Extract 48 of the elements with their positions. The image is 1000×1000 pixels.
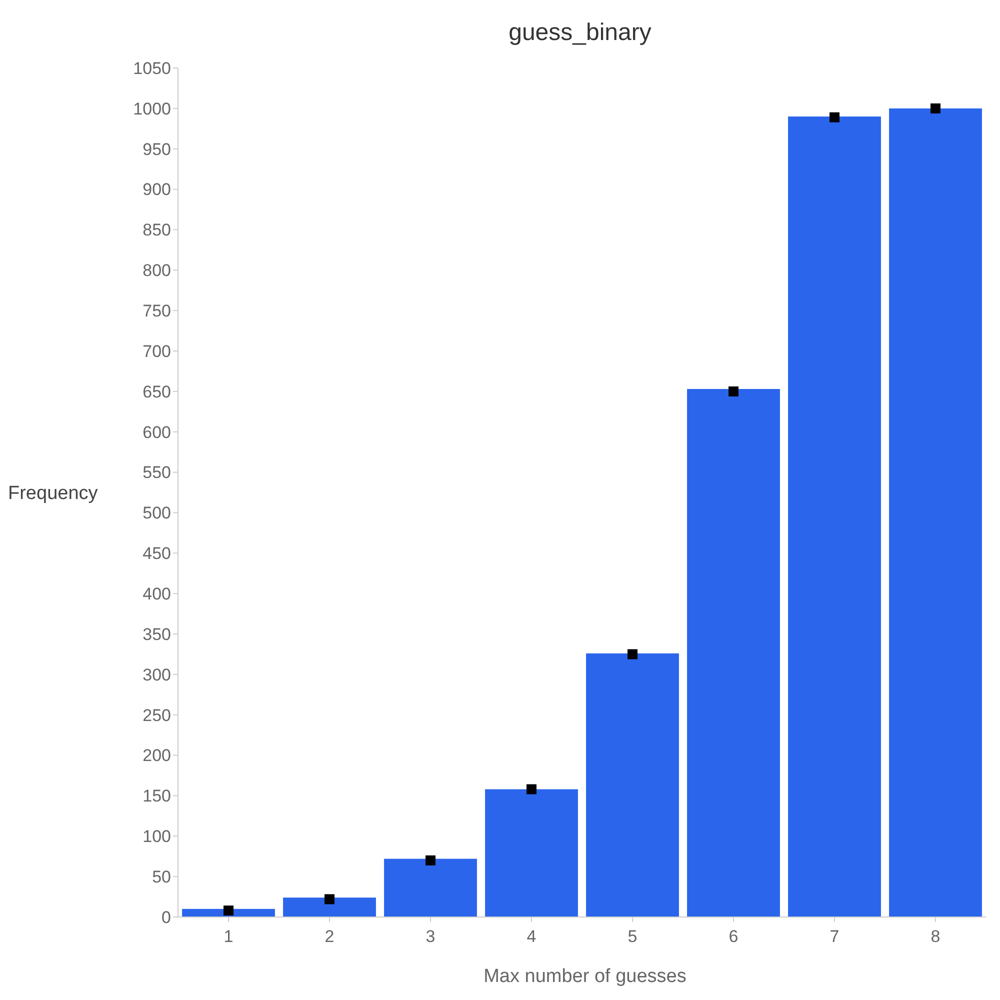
bar bbox=[485, 789, 578, 917]
x-tick-label: 1 bbox=[224, 927, 234, 946]
x-tick-label: 2 bbox=[324, 927, 334, 946]
x-axis-title: Max number of guesses bbox=[484, 966, 686, 987]
y-tick-label: 100 bbox=[142, 827, 171, 846]
point bbox=[728, 386, 738, 396]
y-tick-label: 0 bbox=[162, 908, 171, 927]
y-tick-label: 700 bbox=[142, 342, 171, 361]
y-tick-label: 900 bbox=[142, 180, 171, 200]
x-tick-label: 5 bbox=[628, 927, 638, 946]
point bbox=[930, 103, 940, 114]
bar bbox=[283, 898, 376, 917]
y-tick-label: 200 bbox=[142, 746, 171, 766]
point bbox=[526, 784, 536, 794]
x-tick-label: 7 bbox=[830, 927, 840, 946]
y-tick-label: 500 bbox=[142, 504, 171, 523]
bar bbox=[586, 653, 679, 917]
y-tick-label: 1000 bbox=[133, 99, 171, 118]
y-tick-label: 450 bbox=[142, 544, 171, 564]
y-tick-label: 350 bbox=[142, 624, 171, 644]
y-tick-label: 850 bbox=[142, 220, 171, 240]
y-tick-label: 50 bbox=[152, 868, 171, 887]
x-tick-label: 3 bbox=[426, 927, 436, 946]
y-tick-label: 550 bbox=[142, 463, 171, 482]
x-tick-label: 6 bbox=[728, 927, 738, 946]
point bbox=[324, 894, 334, 904]
bar bbox=[384, 858, 477, 917]
y-tick-label: 300 bbox=[142, 665, 171, 684]
y-axis-title: Frequency bbox=[8, 483, 98, 504]
point bbox=[830, 112, 840, 122]
x-tick-label: 8 bbox=[930, 927, 940, 946]
x-tick-label: 4 bbox=[526, 927, 536, 946]
y-tick-label: 750 bbox=[142, 302, 171, 321]
y-tick-label: 400 bbox=[142, 584, 171, 604]
bar bbox=[687, 389, 780, 917]
y-tick-label: 600 bbox=[142, 422, 171, 442]
point bbox=[224, 906, 234, 916]
bar bbox=[788, 116, 881, 917]
y-tick-label: 1050 bbox=[133, 58, 171, 78]
y-tick-label: 250 bbox=[142, 706, 171, 725]
point bbox=[426, 855, 436, 866]
bar bbox=[889, 108, 982, 917]
point bbox=[628, 649, 638, 660]
y-tick-label: 650 bbox=[142, 382, 171, 402]
y-tick-label: 950 bbox=[142, 140, 171, 159]
y-tick-label: 800 bbox=[142, 261, 171, 280]
chart-title: guess_binary bbox=[508, 19, 652, 46]
y-tick-label: 150 bbox=[142, 786, 171, 806]
